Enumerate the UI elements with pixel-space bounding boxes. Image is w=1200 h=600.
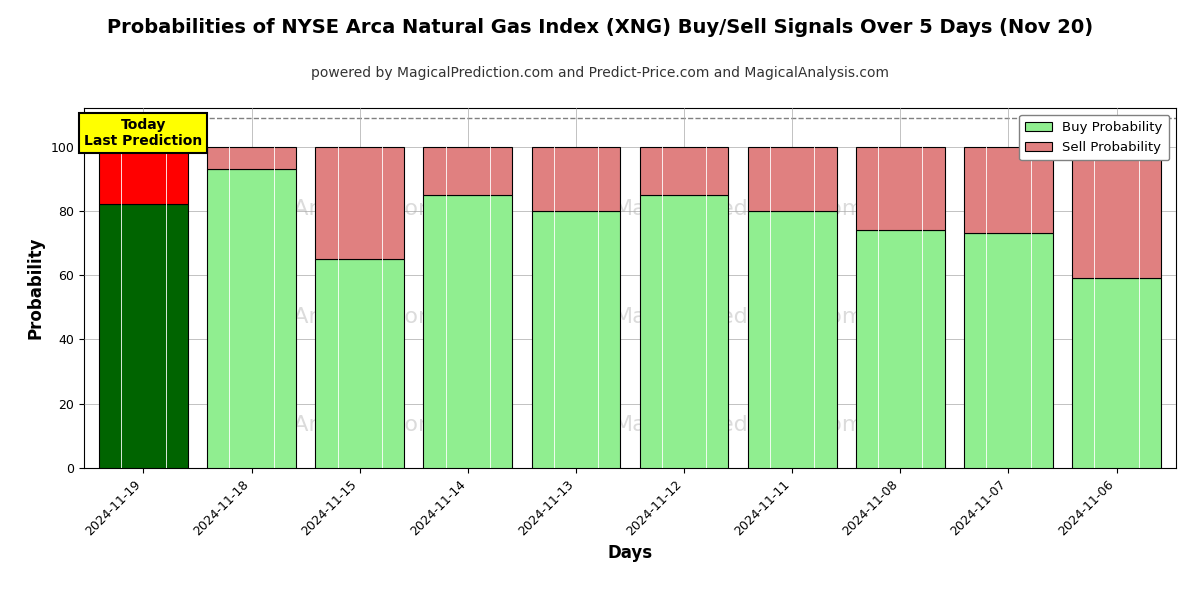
Bar	[424, 195, 512, 468]
Text: MagicalPrediction.com: MagicalPrediction.com	[614, 307, 864, 327]
Bar	[640, 195, 728, 468]
Text: MagicalPrediction.com: MagicalPrediction.com	[614, 415, 864, 435]
Text: Today
Last Prediction: Today Last Prediction	[84, 118, 203, 148]
Bar	[640, 146, 728, 195]
Text: MagicalAnalysis.com: MagicalAnalysis.com	[209, 199, 440, 219]
Bar	[748, 146, 836, 211]
Legend: Buy Probability, Sell Probability: Buy Probability, Sell Probability	[1019, 115, 1170, 160]
Bar	[100, 205, 187, 468]
Text: MagicalAnalysis.com: MagicalAnalysis.com	[209, 307, 440, 327]
Text: MagicalAnalysis.com: MagicalAnalysis.com	[209, 415, 440, 435]
Bar	[1073, 146, 1160, 278]
Bar	[316, 146, 404, 259]
Bar	[424, 146, 512, 195]
Y-axis label: Probability: Probability	[26, 237, 44, 339]
Bar	[1073, 278, 1160, 468]
Text: MagicalPrediction.com: MagicalPrediction.com	[614, 199, 864, 219]
Bar	[316, 259, 404, 468]
Bar	[856, 230, 944, 468]
Bar	[964, 146, 1052, 233]
Bar	[532, 211, 620, 468]
Bar	[532, 146, 620, 211]
Text: Probabilities of NYSE Arca Natural Gas Index (XNG) Buy/Sell Signals Over 5 Days : Probabilities of NYSE Arca Natural Gas I…	[107, 18, 1093, 37]
Text: powered by MagicalPrediction.com and Predict-Price.com and MagicalAnalysis.com: powered by MagicalPrediction.com and Pre…	[311, 66, 889, 80]
Bar	[856, 146, 944, 230]
Bar	[748, 211, 836, 468]
Bar	[208, 146, 296, 169]
Bar	[100, 146, 187, 205]
Bar	[964, 233, 1052, 468]
X-axis label: Days: Days	[607, 544, 653, 562]
Bar	[208, 169, 296, 468]
